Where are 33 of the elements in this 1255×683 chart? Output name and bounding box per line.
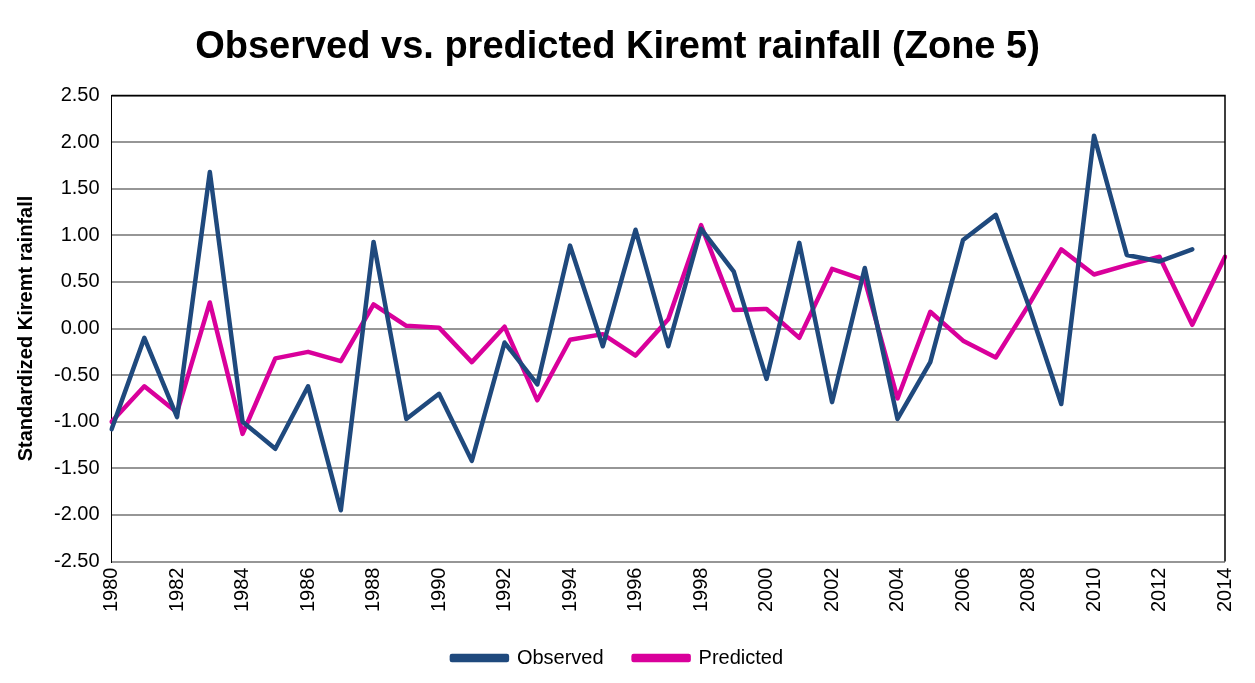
- x-tick-label: 1994: [557, 567, 580, 613]
- x-tick-label: 1980: [99, 567, 122, 613]
- y-tick-label: -2.50: [53, 549, 100, 572]
- x-tick-label: 2004: [885, 567, 908, 613]
- y-tick-label: -0.50: [53, 362, 100, 385]
- x-tick-label: 1986: [295, 567, 318, 613]
- x-tick-label: 2008: [1016, 567, 1039, 613]
- chart-title: Observed vs. predicted Kiremt rainfall (Zone 5): [195, 24, 1040, 67]
- y-tick-label: -1.50: [53, 455, 100, 478]
- legend-label: Predicted: [698, 645, 784, 668]
- x-tick-label: 2006: [950, 567, 973, 613]
- y-axis-title: Standardized Kiremt rainfall: [13, 195, 36, 462]
- y-tick-label: 2.50: [60, 83, 100, 106]
- x-tick-label: 2000: [754, 567, 777, 613]
- y-tick-label: 0.50: [60, 269, 100, 292]
- x-tick-label: 1990: [426, 567, 449, 613]
- y-tick-label: 0.00: [60, 316, 100, 339]
- x-tick-label: 1982: [164, 567, 187, 613]
- legend-label: Observed: [516, 645, 604, 668]
- x-tick-label: 1998: [688, 567, 711, 613]
- x-tick-label: 1984: [230, 567, 253, 613]
- x-tick-label: 2012: [1147, 567, 1170, 613]
- y-tick-label: 1.50: [60, 176, 100, 199]
- y-tick-label: -2.00: [53, 502, 100, 525]
- y-tick-label: 1.00: [60, 222, 100, 245]
- x-tick-label: 2014: [1212, 567, 1235, 613]
- x-tick-label: 2002: [819, 567, 842, 613]
- y-tick-label: 2.00: [60, 129, 100, 152]
- x-tick-label: 2010: [1081, 567, 1104, 613]
- x-tick-label: 1992: [492, 567, 515, 613]
- y-tick-label: -1.00: [53, 409, 100, 432]
- x-tick-label: 1996: [623, 567, 646, 613]
- x-tick-label: 1988: [361, 567, 384, 613]
